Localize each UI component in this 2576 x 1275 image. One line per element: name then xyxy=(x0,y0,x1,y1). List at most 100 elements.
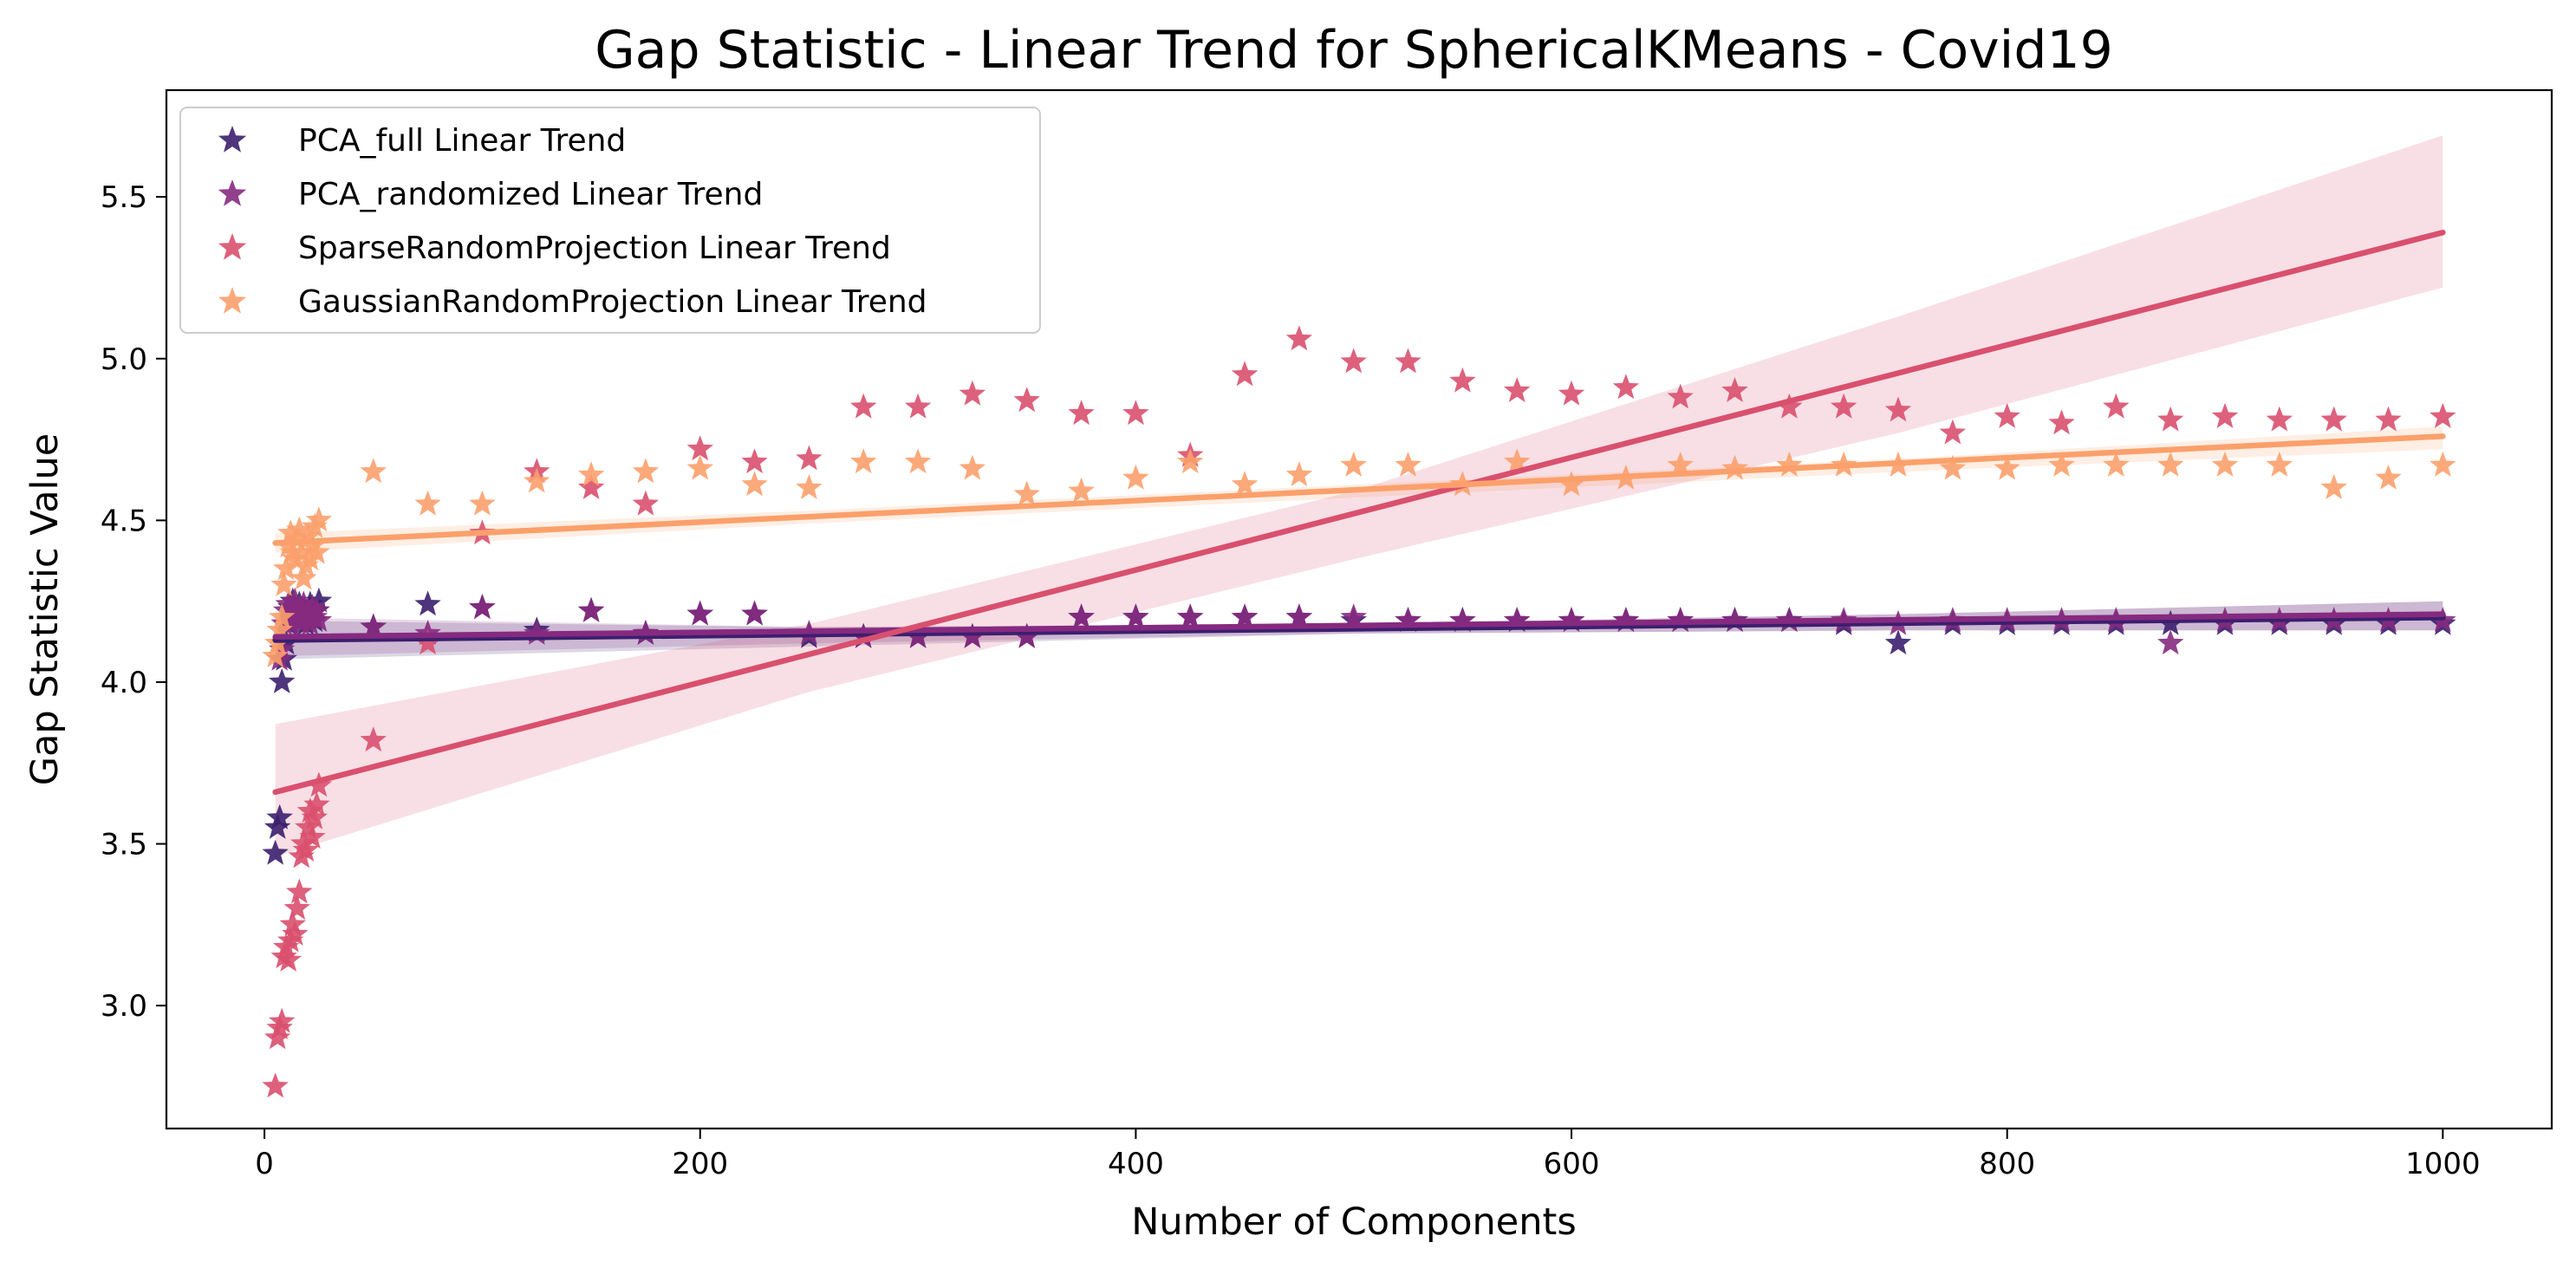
data-point xyxy=(2266,451,2293,477)
legend-box xyxy=(179,107,1041,334)
trend-line-3 xyxy=(272,433,2446,546)
legend-label-3: GaussianRandomProjection Linear Trend xyxy=(298,284,927,320)
data-point xyxy=(850,448,877,474)
data-point xyxy=(269,603,296,629)
data-point xyxy=(290,590,317,616)
data-point xyxy=(1776,393,1803,419)
data-point xyxy=(1340,451,1367,477)
data-point xyxy=(292,836,320,862)
x-axis-label: Number of Components xyxy=(1131,1200,1577,1244)
data-point xyxy=(282,920,309,946)
data-point xyxy=(904,448,932,474)
data-point xyxy=(1122,603,1149,629)
data-point xyxy=(577,474,605,499)
data-point xyxy=(1449,367,1476,393)
y-tick-label: 4.0 xyxy=(101,666,147,700)
data-point xyxy=(1884,629,1912,655)
trend-lines xyxy=(272,229,2446,796)
data-point xyxy=(796,445,823,471)
data-point xyxy=(686,435,713,461)
data-point xyxy=(1395,451,1421,477)
legend: PCA_full Linear Trend PCA_randomized Line… xyxy=(179,107,1041,334)
data-point xyxy=(1994,402,2020,428)
data-point xyxy=(2430,402,2456,428)
data-point xyxy=(1504,377,1531,402)
data-point xyxy=(296,797,324,823)
x-tick-label: 1000 xyxy=(2405,1147,2481,1181)
data-point xyxy=(2048,409,2075,435)
data-point xyxy=(632,490,660,516)
trend-line-0 xyxy=(272,615,2446,643)
data-point xyxy=(686,600,713,626)
data-point xyxy=(279,910,306,936)
data-point xyxy=(1831,393,1857,419)
data-point xyxy=(360,613,387,639)
data-point xyxy=(1395,348,1421,374)
data-point xyxy=(305,771,333,797)
legend-marker-0 xyxy=(218,126,247,153)
x-tick-label: 600 xyxy=(1544,1147,1600,1181)
data-point xyxy=(2157,629,2184,655)
data-point xyxy=(1612,607,1640,632)
data-point xyxy=(283,525,310,551)
data-point xyxy=(1667,451,1694,477)
data-point xyxy=(2157,406,2184,432)
data-point xyxy=(1231,603,1259,629)
legend-label-2: SparseRandomProjection Linear Trend xyxy=(298,231,891,266)
data-point xyxy=(286,516,313,542)
data-point xyxy=(2211,402,2239,428)
data-point xyxy=(2375,464,2402,490)
data-point xyxy=(959,380,986,406)
y-tick-label: 3.5 xyxy=(101,828,147,862)
data-point xyxy=(1340,603,1367,629)
data-point xyxy=(1558,471,1585,497)
data-point xyxy=(262,642,289,668)
data-point xyxy=(2320,406,2347,432)
data-point xyxy=(1013,622,1040,648)
data-point xyxy=(1449,607,1476,632)
data-point xyxy=(305,506,333,532)
data-point xyxy=(269,668,296,693)
data-point xyxy=(1013,480,1040,506)
legend-marker-2 xyxy=(218,233,247,260)
data-point xyxy=(741,448,768,474)
data-point xyxy=(1776,451,1803,477)
data-point xyxy=(469,490,496,516)
data-point xyxy=(283,894,310,920)
data-point xyxy=(262,839,289,865)
data-point xyxy=(290,564,317,590)
x-tick-label: 200 xyxy=(672,1147,728,1181)
data-point xyxy=(1285,325,1313,351)
x-tick-label: 0 xyxy=(255,1147,274,1181)
data-point xyxy=(1068,400,1095,426)
data-point xyxy=(282,587,309,613)
trend-line-2 xyxy=(272,229,2446,796)
data-point xyxy=(1939,454,1967,480)
data-point xyxy=(277,519,304,545)
data-point xyxy=(577,461,605,487)
data-point xyxy=(2048,451,2075,477)
legend-label-1: PCA_randomized Linear Trend xyxy=(298,177,763,212)
data-point xyxy=(414,490,441,516)
data-point xyxy=(1395,607,1421,632)
data-point xyxy=(275,590,302,616)
data-point xyxy=(301,803,329,829)
data-point xyxy=(303,596,330,622)
data-point xyxy=(414,590,441,616)
data-point xyxy=(1122,400,1149,426)
data-point xyxy=(1285,461,1313,487)
data-point xyxy=(1122,464,1149,490)
data-point xyxy=(1340,348,1367,374)
data-point xyxy=(266,616,293,642)
data-point xyxy=(1994,454,2020,480)
data-point xyxy=(360,726,387,752)
x-tick-label: 800 xyxy=(1979,1147,2035,1181)
data-point xyxy=(303,538,330,564)
data-point xyxy=(632,458,660,484)
data-point xyxy=(1231,361,1259,387)
data-point xyxy=(305,587,333,613)
data-point xyxy=(286,878,313,904)
data-point xyxy=(414,629,441,655)
confidence-band-2 xyxy=(275,135,2443,857)
